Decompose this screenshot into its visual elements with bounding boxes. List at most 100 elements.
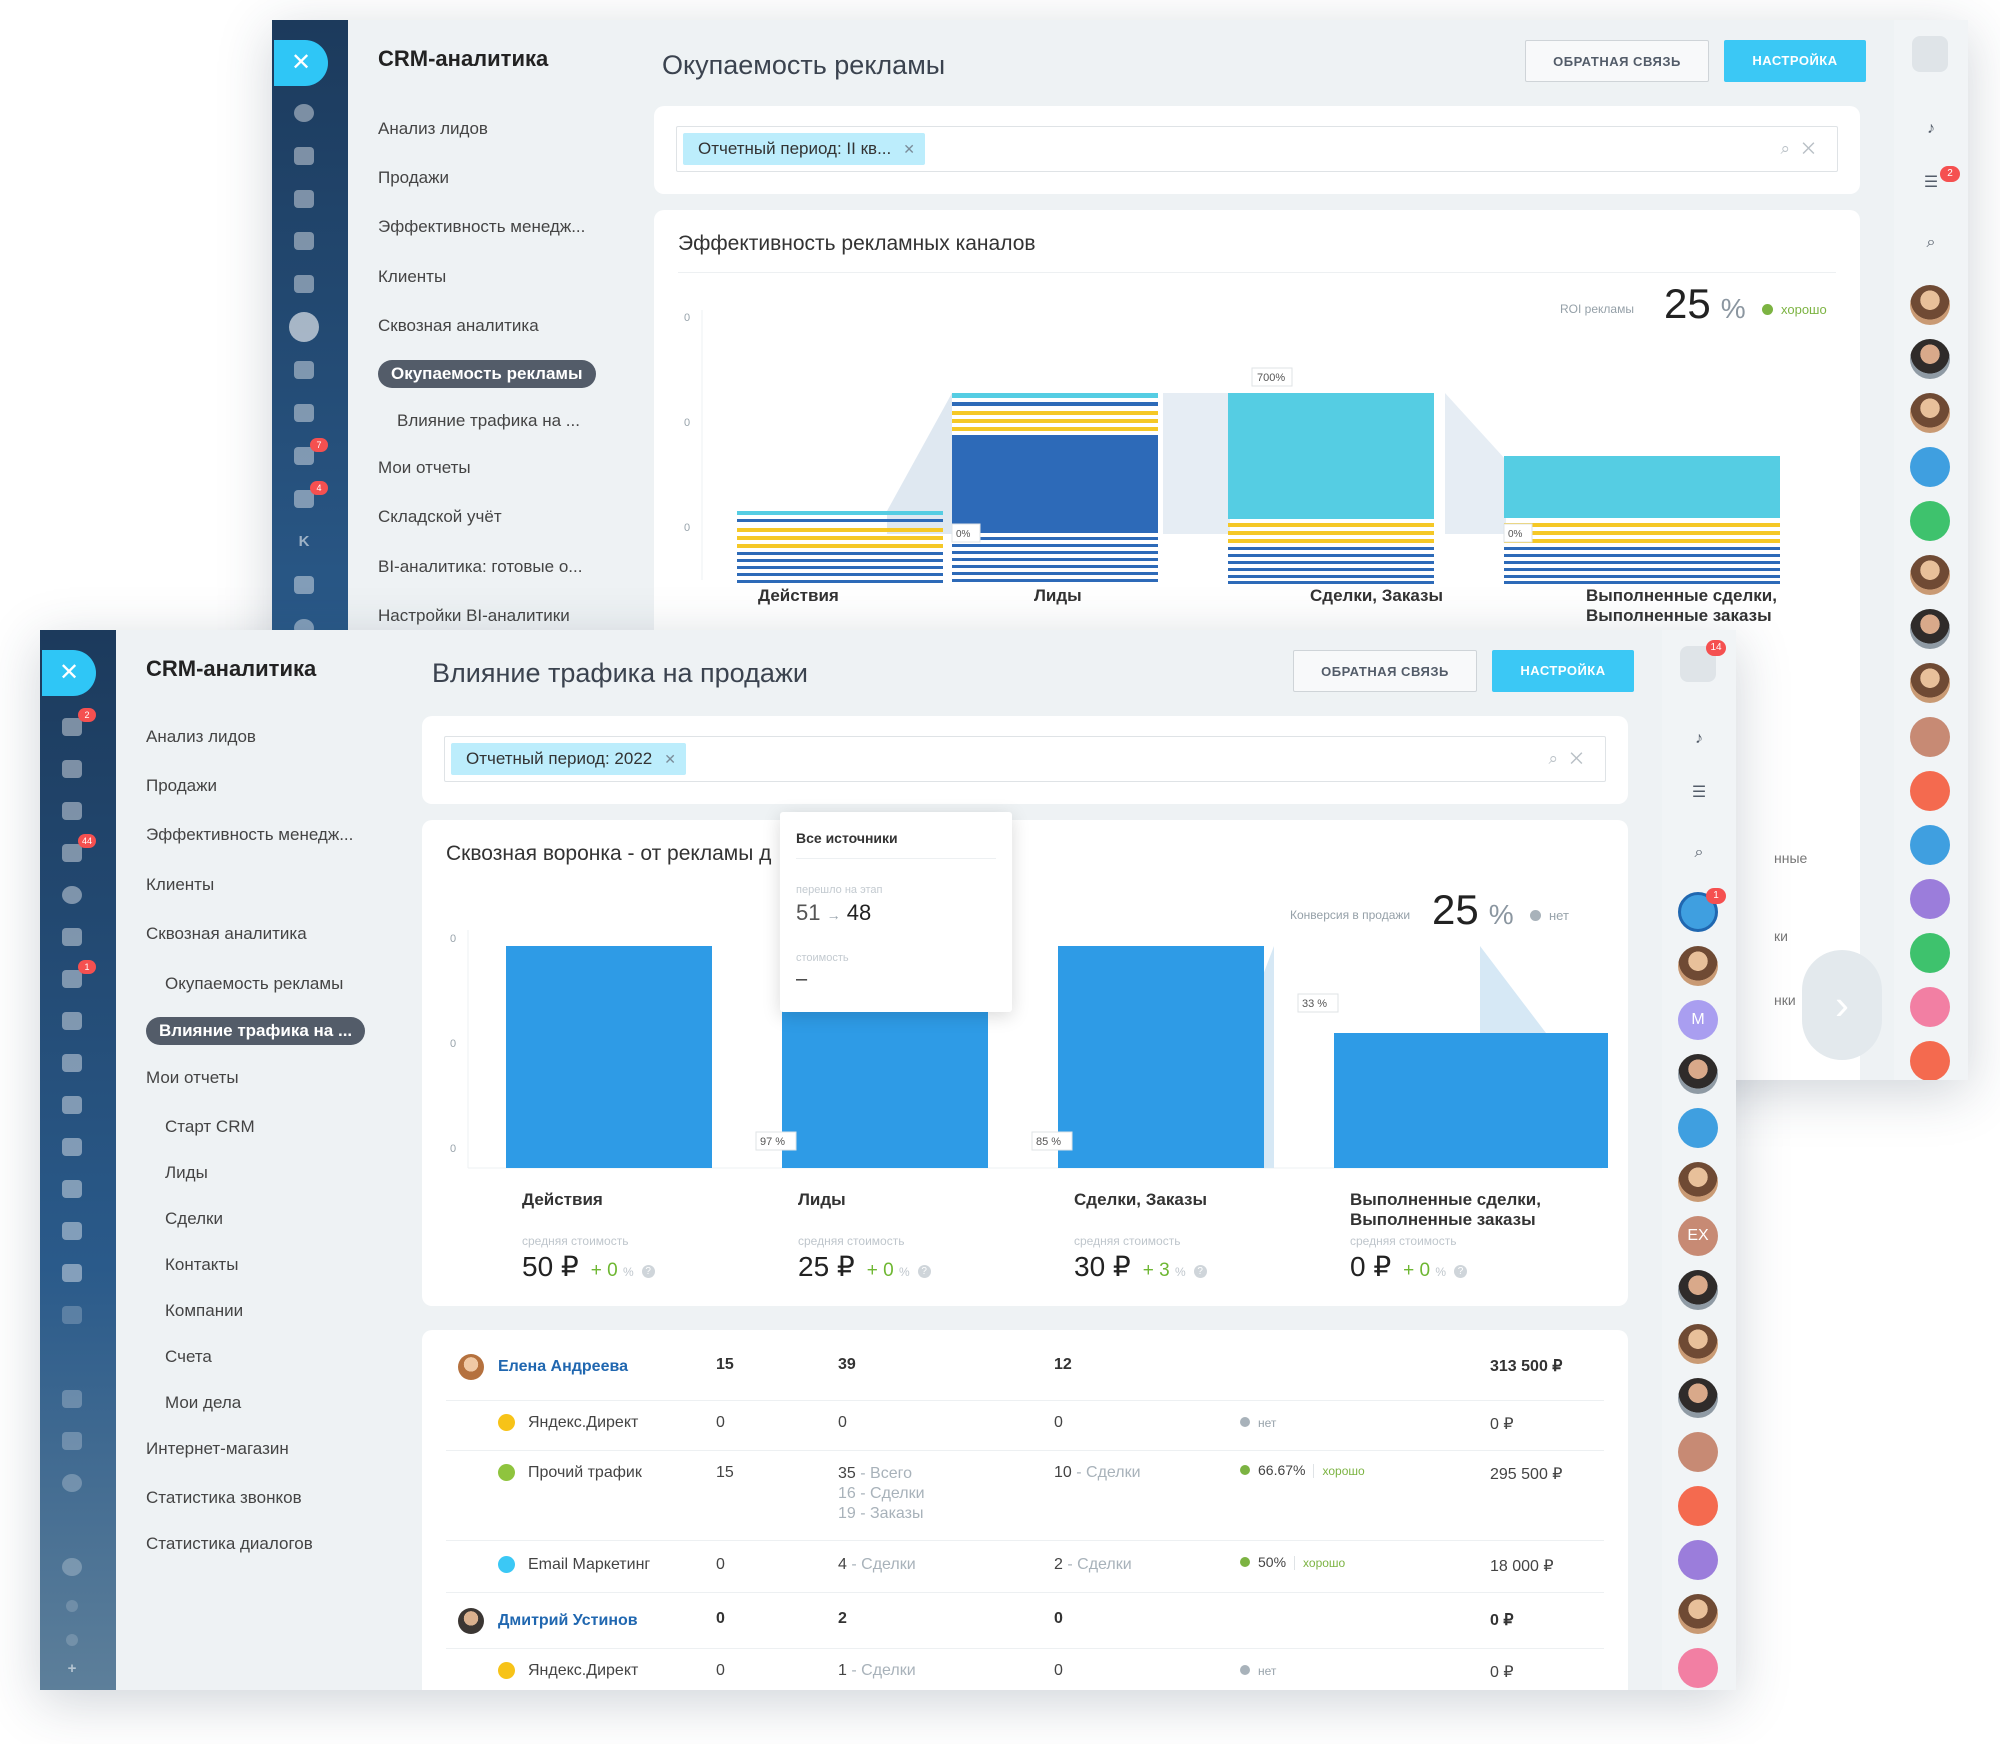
group-avatar[interactable] bbox=[1910, 771, 1950, 811]
close-icon[interactable]: ✕ bbox=[274, 40, 328, 86]
nav-ad-roi[interactable]: Окупаемость рекламы bbox=[378, 360, 596, 388]
avatar[interactable] bbox=[1678, 1378, 1718, 1418]
calendar-icon[interactable] bbox=[294, 232, 314, 250]
nav-leads[interactable]: Лиды bbox=[165, 1163, 208, 1182]
group-chat-avatar[interactable] bbox=[1910, 447, 1950, 487]
period-chip[interactable]: Отчетный период: 2022 ✕ bbox=[451, 743, 686, 775]
bell-icon[interactable]: ♪ bbox=[1695, 730, 1703, 747]
messages-icon[interactable]: ☰ bbox=[1691, 784, 1707, 801]
next-arrow[interactable]: › bbox=[1802, 950, 1882, 1060]
group-avatar[interactable] bbox=[1678, 1432, 1718, 1472]
bell-icon[interactable]: ♪ bbox=[1927, 120, 1935, 137]
analytics-icon[interactable] bbox=[294, 104, 314, 122]
group-avatar[interactable] bbox=[1678, 1540, 1718, 1580]
avatar[interactable] bbox=[1910, 555, 1950, 595]
avatar[interactable] bbox=[1910, 609, 1950, 649]
source-row[interactable]: Прочий трафик 15 35 - Всего 16 - Сделки 19… bbox=[446, 1450, 1604, 1541]
tasks-icon[interactable] bbox=[62, 844, 82, 862]
search-icon[interactable]: ⌕ bbox=[1694, 844, 1704, 861]
filter-icon[interactable] bbox=[62, 718, 82, 736]
nav-end-to-end[interactable]: Сквозная аналитика bbox=[146, 924, 307, 943]
contact-card-icon[interactable] bbox=[62, 1222, 82, 1240]
settings-button[interactable]: НАСТРОЙКА bbox=[1724, 40, 1866, 82]
nav-manager-efficiency[interactable]: Эффективность менедж... bbox=[378, 217, 586, 236]
robot-icon[interactable] bbox=[62, 1264, 82, 1282]
group-avatar[interactable] bbox=[1678, 1108, 1718, 1148]
close-icon[interactable]: ✕ bbox=[42, 650, 96, 696]
feedback-button[interactable]: ОБРАТНАЯ СВЯЗЬ bbox=[1525, 40, 1709, 82]
source-row[interactable]: Яндекс.Директ 0 1 - Сделки 0 нет 0 ₽ bbox=[446, 1648, 1604, 1690]
period-chip[interactable]: Отчетный период: II кв... ✕ bbox=[683, 133, 925, 165]
feed-icon[interactable] bbox=[62, 928, 82, 946]
group-avatar[interactable] bbox=[1910, 1041, 1950, 1080]
messages-icon[interactable]: ☰ bbox=[1923, 174, 1939, 191]
settings-button[interactable]: НАСТРОЙКА bbox=[1492, 650, 1634, 692]
manager-row[interactable]: Елена Андреева 15 39 12 313 500 ₽ bbox=[446, 1330, 1604, 1401]
feedback-button[interactable]: ОБРАТНАЯ СВЯЗЬ bbox=[1293, 650, 1477, 692]
nav-warehouse[interactable]: Складской учёт bbox=[378, 507, 502, 526]
apps-icon[interactable] bbox=[62, 1306, 82, 1324]
chip-remove-icon[interactable]: ✕ bbox=[903, 141, 915, 157]
source-row[interactable]: Яндекс.Директ 0 0 0 нет 0 ₽ bbox=[446, 1400, 1604, 1451]
avatar[interactable] bbox=[1910, 339, 1950, 379]
avatar[interactable] bbox=[1678, 1324, 1718, 1364]
nav-manager-efficiency[interactable]: Эффективность менедж... bbox=[146, 825, 354, 844]
filter-bar[interactable]: Отчетный период: II кв... ✕ ⌕✕ bbox=[676, 126, 1838, 172]
add-icon[interactable]: + bbox=[67, 1660, 77, 1677]
avatar[interactable] bbox=[1910, 393, 1950, 433]
avatar[interactable] bbox=[1678, 1270, 1718, 1310]
group-avatar[interactable] bbox=[1910, 717, 1950, 757]
nav-crm-start[interactable]: Старт CRM bbox=[165, 1117, 255, 1136]
nav-end-to-end[interactable]: Сквозная аналитика bbox=[378, 316, 539, 335]
avatar[interactable] bbox=[1910, 285, 1950, 325]
nav-online-store[interactable]: Интернет-магазин bbox=[146, 1439, 289, 1458]
search-icon[interactable]: ⌕ bbox=[1926, 234, 1936, 251]
document-icon[interactable] bbox=[62, 1054, 82, 1072]
feed-icon[interactable] bbox=[294, 147, 314, 165]
nav-traffic-impact[interactable]: Влияние трафика на ... bbox=[146, 1017, 366, 1045]
chip-remove-icon[interactable]: ✕ bbox=[664, 751, 676, 767]
search-clear-icons[interactable]: ⌕✕ bbox=[1548, 749, 1595, 768]
store-icon[interactable] bbox=[62, 760, 82, 778]
open-line-avatar[interactable] bbox=[1910, 501, 1950, 541]
avatar[interactable] bbox=[1910, 663, 1950, 703]
manager-name[interactable]: Елена Андреева bbox=[498, 1358, 628, 1375]
nav-dialog-stats[interactable]: Статистика диалогов bbox=[146, 1534, 313, 1553]
sitemap-icon[interactable] bbox=[66, 1600, 78, 1612]
chat-icon[interactable] bbox=[62, 970, 82, 988]
group-chat-avatar[interactable] bbox=[1678, 892, 1718, 932]
avatar[interactable] bbox=[1678, 1594, 1718, 1634]
k-icon[interactable]: K bbox=[298, 533, 310, 550]
manager-row[interactable]: Дмитрий Устинов 0 2 0 0 ₽ bbox=[446, 1592, 1604, 1649]
nav-clients[interactable]: Клиенты bbox=[146, 875, 215, 894]
nav-lead-analysis[interactable]: Анализ лидов bbox=[378, 119, 488, 138]
group-avatar[interactable] bbox=[1910, 933, 1950, 973]
store-icon[interactable] bbox=[294, 576, 314, 594]
avatar[interactable] bbox=[1678, 946, 1718, 986]
crm-icon[interactable] bbox=[289, 312, 319, 342]
cart-icon[interactable] bbox=[62, 802, 82, 820]
nav-call-stats[interactable]: Статистика звонков bbox=[146, 1488, 302, 1507]
nav-my-activities[interactable]: Мои дела bbox=[165, 1393, 242, 1412]
code-icon[interactable] bbox=[62, 1390, 82, 1408]
filter-icon[interactable] bbox=[294, 490, 314, 508]
nav-deals[interactable]: Сделки bbox=[165, 1209, 223, 1228]
groups-icon[interactable] bbox=[62, 1180, 82, 1198]
help-icon[interactable] bbox=[1912, 36, 1948, 72]
nav-invoices[interactable]: Счета bbox=[165, 1347, 212, 1366]
groups-icon[interactable] bbox=[294, 404, 314, 422]
nav-companies[interactable]: Компании bbox=[165, 1301, 244, 1320]
nav-bi-settings[interactable]: Настройки BI-аналитики bbox=[378, 606, 570, 625]
group-avatar[interactable] bbox=[1910, 825, 1950, 865]
nav-sales[interactable]: Продажи bbox=[146, 776, 217, 795]
edit-icon[interactable] bbox=[62, 1432, 82, 1450]
nav-sales[interactable]: Продажи bbox=[378, 168, 449, 187]
nav-ad-roi[interactable]: Окупаемость рекламы bbox=[165, 974, 344, 993]
mail-icon[interactable] bbox=[294, 361, 314, 379]
analytics-icon[interactable] bbox=[62, 886, 82, 904]
nav-lead-analysis[interactable]: Анализ лидов bbox=[146, 727, 256, 746]
group-avatar[interactable] bbox=[1910, 879, 1950, 919]
chat-icon[interactable] bbox=[294, 190, 314, 208]
nav-bi-ready[interactable]: BI-аналитика: готовые о... bbox=[378, 557, 583, 576]
letter-avatar[interactable]: EX bbox=[1678, 1216, 1718, 1256]
